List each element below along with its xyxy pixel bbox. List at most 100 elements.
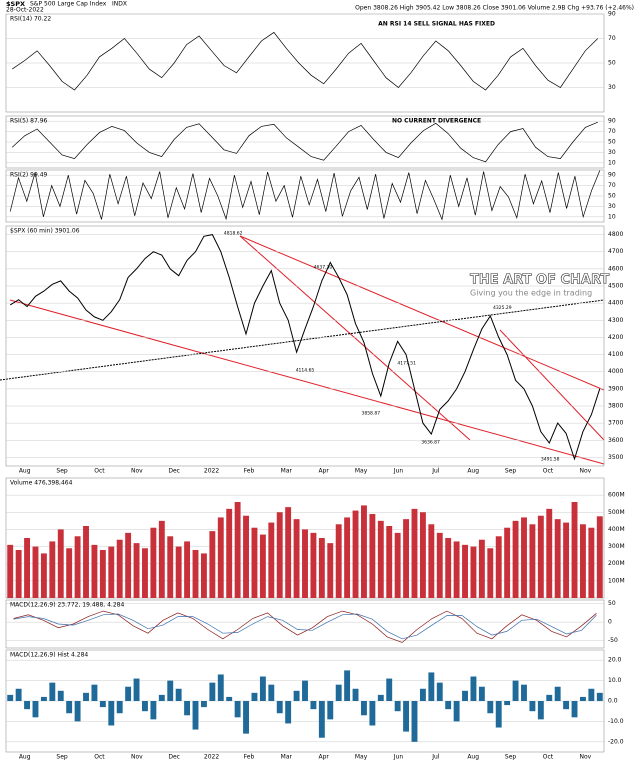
bar xyxy=(487,548,494,598)
bar xyxy=(571,502,578,598)
y-tick-label: 50 xyxy=(608,139,616,146)
bar xyxy=(419,512,426,598)
bar xyxy=(521,684,527,701)
quote: Open 3808.26 High 3905.42 Low 3808.26 Cl… xyxy=(355,5,634,12)
bar xyxy=(428,672,435,701)
bar xyxy=(478,686,485,701)
series-line xyxy=(11,121,598,163)
x-tick-label: Apr xyxy=(318,468,329,475)
bar xyxy=(546,508,553,598)
bar xyxy=(200,701,207,708)
y-tick-label: -50 xyxy=(608,637,618,644)
logo-tagline: Giving you the edge in trading xyxy=(470,289,592,298)
annotation: NO CURRENT DIVERGENCE xyxy=(392,118,481,125)
bar xyxy=(512,680,519,701)
bar xyxy=(133,678,140,701)
annotation: 4325.29 xyxy=(493,305,512,311)
bar xyxy=(15,688,22,701)
bar xyxy=(310,532,317,598)
bar xyxy=(99,550,106,598)
bar xyxy=(40,553,47,598)
y-tick-label: 4300 xyxy=(608,317,623,324)
series-line xyxy=(13,610,597,643)
bar xyxy=(293,519,300,598)
bar xyxy=(318,538,325,598)
index-name: S&P 500 Large Cap Index xyxy=(30,1,107,8)
bar xyxy=(504,701,511,706)
y-tick-label: 600M xyxy=(608,492,625,499)
y-tick-label: 4200 xyxy=(608,334,623,341)
bar xyxy=(470,546,477,598)
bar xyxy=(217,517,224,598)
y-tick-label: 200M xyxy=(608,560,625,567)
trend-lines xyxy=(0,235,605,465)
bar xyxy=(419,688,426,701)
bar xyxy=(537,701,544,720)
bar xyxy=(7,544,14,598)
x-tick-label: Sep xyxy=(505,754,517,761)
logo-title: THE ART OF CHART xyxy=(470,273,609,288)
bar xyxy=(251,527,258,598)
bar xyxy=(32,701,39,718)
bar xyxy=(411,508,418,598)
bar xyxy=(108,546,115,598)
y-tick-label: 10 xyxy=(608,213,616,220)
bar xyxy=(394,701,401,712)
bar xyxy=(318,701,325,738)
y-tick-label: 300M xyxy=(608,543,625,550)
x-tick-label: Dec xyxy=(168,468,180,475)
bar xyxy=(91,684,98,701)
x-tick-label: Sep xyxy=(56,754,68,761)
bar xyxy=(133,543,140,598)
bar xyxy=(226,508,233,598)
bar xyxy=(40,696,47,701)
bar xyxy=(175,688,182,701)
panel-frame xyxy=(5,225,605,467)
bar xyxy=(310,701,317,710)
x-tick-label: May xyxy=(355,468,368,475)
x-tick-label: Jul xyxy=(431,754,440,761)
bar xyxy=(167,680,174,701)
x-tick-label: Feb xyxy=(244,468,255,475)
y-tick-label: 400M xyxy=(608,526,625,533)
x-tick-label: Oct xyxy=(94,468,105,475)
y-tick-label: 4700 xyxy=(608,248,623,255)
bar xyxy=(108,701,115,726)
x-tick-label: Nov xyxy=(579,754,591,761)
bar xyxy=(285,507,292,598)
y-tick-label: 3700 xyxy=(608,420,623,427)
exchange: INDX xyxy=(112,1,127,8)
panel-title: Volume 476,398,464 xyxy=(10,480,73,487)
bar xyxy=(327,701,334,720)
bar xyxy=(74,701,81,722)
x-tick-label: Dec xyxy=(168,754,180,761)
bar xyxy=(369,514,376,598)
bar xyxy=(335,524,342,598)
y-tick-label: 3600 xyxy=(608,437,623,444)
panel-title: MACD(12,26,9) 23.772, 19.488, 4.284 xyxy=(10,602,124,609)
bar xyxy=(512,520,519,598)
y-tick-label: 100M xyxy=(608,577,625,584)
annotation: 3636.87 xyxy=(421,440,440,446)
bar xyxy=(125,686,132,701)
x-tick-label: Sep xyxy=(56,468,68,475)
y-tick-label: 0.0 xyxy=(608,698,618,705)
x-tick-label: 2022 xyxy=(204,468,219,475)
bar xyxy=(167,536,174,598)
bar xyxy=(537,515,544,598)
bar xyxy=(470,676,477,701)
bar xyxy=(369,701,376,726)
bar xyxy=(276,701,283,714)
bar xyxy=(7,694,14,701)
bar xyxy=(588,688,595,701)
bar xyxy=(302,529,308,598)
series-line xyxy=(13,613,597,640)
bar xyxy=(445,538,452,598)
bar xyxy=(200,553,207,598)
bar xyxy=(386,526,393,598)
bar xyxy=(66,701,73,714)
x-tick-label: Oct xyxy=(543,468,554,475)
bar xyxy=(226,696,233,701)
series-line xyxy=(12,31,599,91)
